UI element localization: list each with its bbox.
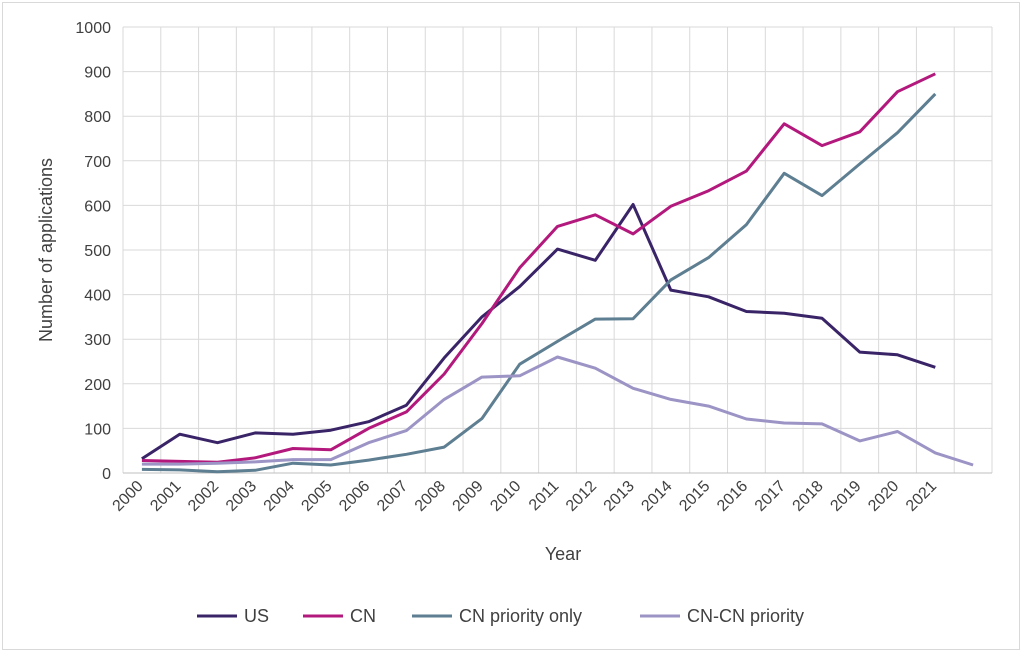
- x-tick-labels: 2000 2001 2002 2003 2004 2005 2006 2007 2008 2009…: [110, 478, 941, 515]
- y-tick-label: 900: [84, 65, 111, 82]
- x-tick-label: 2011: [526, 478, 562, 514]
- x-tick-label: 2021: [903, 478, 940, 515]
- x-tick-label: 2013: [601, 478, 638, 515]
- series-line-cn-cn-priority: [141, 355, 974, 467]
- x-tick-label: 2014: [638, 478, 675, 515]
- x-tick-label: 2015: [676, 478, 713, 515]
- series-line-us: [141, 203, 936, 460]
- y-axis-title: Number of applications: [36, 158, 56, 342]
- legend-label-cn-priority-only: CN priority only: [459, 606, 582, 626]
- x-tick-label: 2018: [790, 478, 827, 515]
- legend-label-us: US: [244, 606, 269, 626]
- x-tick-label: 2016: [714, 478, 751, 515]
- y-tick-label: 400: [84, 288, 111, 305]
- x-tick-label: 2007: [374, 478, 411, 515]
- y-tick-label: 800: [84, 109, 111, 126]
- y-tick-label: 200: [84, 377, 111, 394]
- series-line-cn-priority-only: [141, 92, 937, 474]
- x-tick-label: 2012: [563, 478, 600, 515]
- x-tick-label: 2005: [298, 478, 335, 515]
- x-tick-label: 2010: [487, 478, 524, 515]
- x-tick-label: 2020: [865, 478, 902, 515]
- x-tick-label: 2006: [336, 478, 373, 515]
- x-tick-label: 2002: [185, 478, 222, 515]
- x-tick-label: 2019: [827, 478, 864, 515]
- y-tick-label: 0: [102, 466, 111, 483]
- legend-label-cn-cn-priority: CN-CN priority: [687, 606, 804, 626]
- x-tick-label: 2000: [110, 478, 147, 515]
- x-axis-title: Year: [545, 544, 581, 564]
- legend: US CN CN priority only CN-CN priority: [197, 606, 804, 626]
- x-tick-label: 2003: [223, 478, 260, 515]
- y-tick-label: 100: [84, 421, 111, 438]
- x-tick-label: 2017: [752, 478, 789, 515]
- x-tick-label: 2008: [412, 478, 449, 515]
- y-tick-label: 500: [84, 243, 111, 260]
- x-tick-label: 2004: [261, 478, 298, 515]
- y-tick-label: 300: [84, 332, 111, 349]
- x-tick-label: 2009: [450, 478, 487, 515]
- series-lines: [141, 72, 974, 474]
- legend-label-cn: CN: [350, 606, 376, 626]
- y-tick-label: 1000: [75, 20, 111, 37]
- x-tick-label: 2001: [147, 478, 184, 515]
- series-line-cn: [141, 72, 936, 464]
- y-tick-label: 700: [84, 154, 111, 171]
- y-tick-labels: 0 100 200 300 400 500 600 700 800 900 1000: [75, 20, 111, 483]
- y-tick-label: 600: [84, 198, 111, 215]
